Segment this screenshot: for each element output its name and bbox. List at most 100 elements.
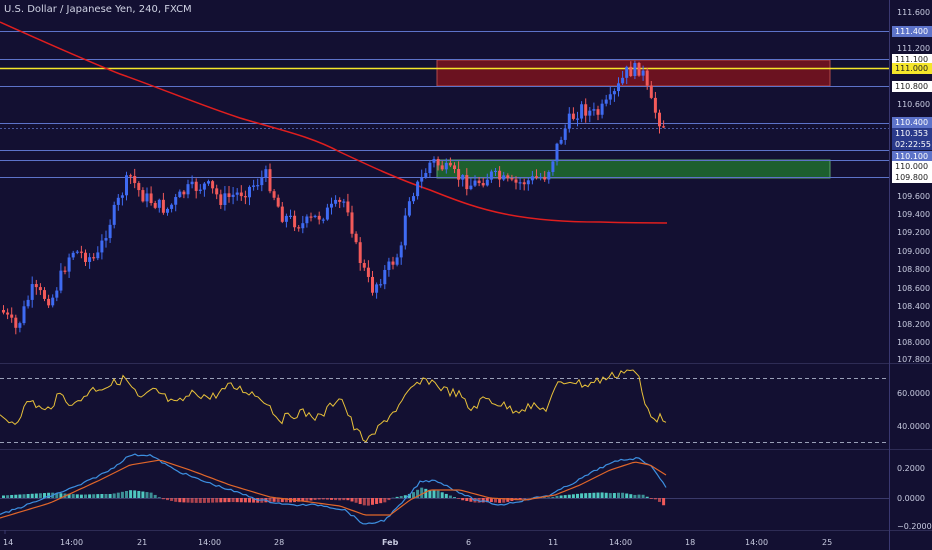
histogram-bar xyxy=(190,498,194,503)
osc-label-40: 40.0000 xyxy=(897,422,931,431)
candle-body xyxy=(223,193,227,205)
histogram-bar xyxy=(34,493,38,498)
candle-body xyxy=(289,215,292,217)
histogram-bar xyxy=(6,495,10,498)
candle-body xyxy=(284,215,288,222)
candle-body xyxy=(6,312,10,315)
candle-body xyxy=(194,181,198,191)
candle-body xyxy=(637,63,641,76)
histogram-bar xyxy=(489,498,493,503)
price-tag-109800: 109.800 xyxy=(892,172,932,183)
histogram-bar xyxy=(416,489,420,498)
candle-body xyxy=(145,193,149,202)
histogram-bar xyxy=(379,498,383,504)
candle-body xyxy=(161,199,165,213)
histogram-bar xyxy=(444,493,448,498)
histogram-bar xyxy=(133,490,137,498)
histogram-bar xyxy=(26,494,30,498)
histogram-bar xyxy=(38,493,42,498)
histogram-bar xyxy=(469,498,473,502)
candle-body xyxy=(342,201,346,203)
candle-body xyxy=(391,261,395,265)
candle-body xyxy=(34,284,38,288)
histogram-bar xyxy=(358,498,362,505)
candle-body xyxy=(473,180,477,186)
histogram-bar xyxy=(576,493,579,498)
histogram-bar xyxy=(342,498,346,501)
histogram-bar xyxy=(182,498,186,503)
candle-body xyxy=(317,215,321,220)
candle-body xyxy=(26,299,30,307)
histogram-bar xyxy=(633,494,637,498)
histogram-bar xyxy=(235,498,239,503)
histogram-bar xyxy=(604,492,608,498)
histogram-bar xyxy=(153,494,157,498)
histogram-bar xyxy=(387,498,391,501)
histogram-bar xyxy=(461,498,465,501)
candle-body xyxy=(649,85,653,98)
histogram-bar xyxy=(498,498,502,503)
candle-body xyxy=(276,197,280,207)
candle-body xyxy=(612,91,616,95)
candle-body xyxy=(272,191,276,198)
price-label-111600: 111.600 xyxy=(897,8,931,17)
histogram-bar xyxy=(600,492,604,498)
candle-body xyxy=(198,189,202,191)
time-label-1400a: 14:00 xyxy=(60,538,84,547)
candle-body xyxy=(149,193,153,204)
candle-body xyxy=(88,257,92,262)
candle-body xyxy=(469,185,473,190)
candle-body xyxy=(14,317,18,328)
candle-body xyxy=(157,199,161,208)
price-label-108200: 108.200 xyxy=(897,320,931,329)
histogram-bar xyxy=(161,498,165,500)
candle-body xyxy=(424,172,428,178)
histogram-bar xyxy=(75,494,79,498)
histogram-bar xyxy=(346,498,350,501)
macd-label-pos: 0.2000 xyxy=(897,464,925,473)
candle-body xyxy=(243,196,247,198)
candle-body xyxy=(596,109,600,115)
candle-body xyxy=(112,204,116,225)
price-tag-110100: 110.100 xyxy=(892,151,932,162)
candle-body xyxy=(18,323,22,328)
histogram-bar xyxy=(485,498,489,503)
histogram-bar xyxy=(608,493,612,498)
histogram-bar xyxy=(84,494,87,498)
time-label-28: 28 xyxy=(274,538,285,547)
candle-body xyxy=(268,169,272,192)
histogram-bar xyxy=(120,491,124,498)
histogram-bar xyxy=(276,498,280,502)
candle-body xyxy=(141,190,145,202)
candle-body xyxy=(51,297,55,306)
candle-body xyxy=(227,193,231,197)
price-label-108000: 108.000 xyxy=(897,338,931,347)
price-label-108400: 108.400 xyxy=(897,302,931,311)
histogram-bar xyxy=(645,496,649,498)
candle-body xyxy=(59,270,63,291)
histogram-bar xyxy=(79,494,83,498)
histogram-bar xyxy=(71,494,75,498)
candle-body xyxy=(461,175,465,180)
price-label-108600: 108.600 xyxy=(897,284,931,293)
candle-body xyxy=(576,118,579,120)
histogram-bar xyxy=(563,495,567,498)
candle-body xyxy=(10,314,14,318)
candle-body xyxy=(658,112,661,127)
candle-body xyxy=(436,158,440,166)
candle-body xyxy=(313,215,317,218)
candle-body xyxy=(514,179,518,183)
candle-body xyxy=(67,257,71,272)
candle-body xyxy=(256,185,260,187)
histogram-bar xyxy=(223,498,227,503)
histogram-bar xyxy=(227,498,231,503)
price-label-110600: 110.600 xyxy=(897,100,931,109)
histogram-bar xyxy=(403,495,407,498)
chart-title: U.S. Dollar / Japanese Yen, 240, FXCM xyxy=(4,4,192,15)
candle-body xyxy=(166,208,169,213)
candle-body xyxy=(584,104,588,116)
histogram-bar xyxy=(67,493,71,498)
histogram-bar xyxy=(149,492,153,498)
histogram-bar xyxy=(477,498,481,503)
